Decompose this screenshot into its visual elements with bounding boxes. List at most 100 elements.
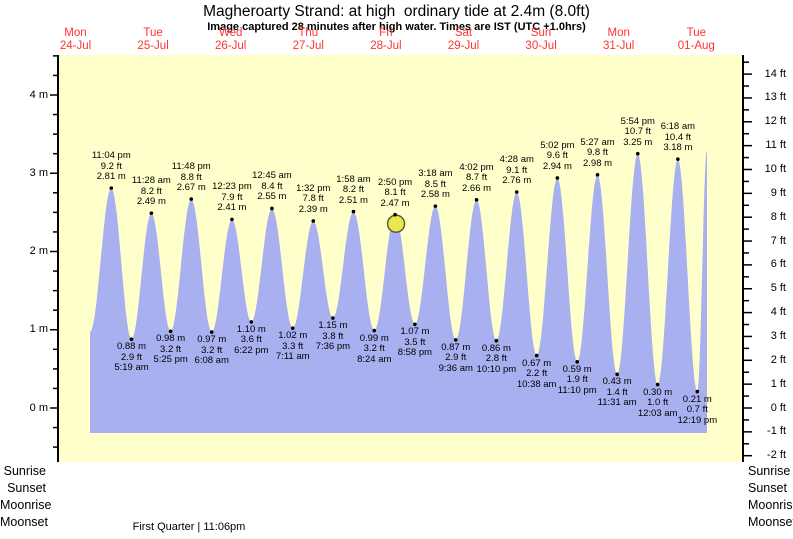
y-tick-label-ft: 0 ft xyxy=(770,401,786,414)
y-tick-label-ft: -2 ft xyxy=(767,449,786,462)
y-tick-label-ft: 3 ft xyxy=(770,329,786,342)
tide-point-dot xyxy=(209,330,214,334)
tide-high-annotation: 6:18 am 10.4 ft 3.18 m xyxy=(660,121,696,154)
tide-low-annotation: 0.59 m 1.9 ft 11:10 pm xyxy=(557,363,597,396)
day-label: Fri 28-Jul xyxy=(370,27,402,52)
y-tick-label-ft: 8 ft xyxy=(770,210,786,223)
y-tick-label-ft: 4 ft xyxy=(770,306,786,319)
tide-low-annotation: 1.15 m 3.8 ft 7:36 pm xyxy=(315,320,351,352)
y-tick-label-ft: 13 ft xyxy=(764,91,786,104)
tide-high-annotation: 12:23 pm 7.9 ft 2.41 m xyxy=(212,181,252,214)
tide-point-dot xyxy=(514,190,519,194)
tide-point-dot xyxy=(635,151,640,156)
tide-point-dot xyxy=(453,338,458,342)
astro-label-sunset: Sunset xyxy=(748,481,787,495)
tide-point-dot xyxy=(695,389,700,394)
tide-point-dot xyxy=(372,328,377,333)
y-tick-label-ft: 10 ft xyxy=(764,162,786,175)
tide-point-dot xyxy=(676,157,680,161)
tide-high-annotation: 5:54 pm 10.7 ft 3.25 m xyxy=(620,115,655,148)
tide-low-annotation: 0.86 m 2.8 ft 10:10 pm xyxy=(476,342,517,375)
astro-label-sunrise: Sunrise xyxy=(748,464,791,478)
tide-high-annotation: 3:18 am 8.5 ft 2.58 m xyxy=(418,168,453,201)
tide-high-annotation: 4:28 am 9.1 ft 2.76 m xyxy=(499,154,534,187)
tide-point-dot xyxy=(230,217,234,222)
tide-low-annotation: 0.97 m 3.2 ft 6:08 am xyxy=(194,334,229,367)
tide-point-dot xyxy=(433,204,438,208)
tide-low-annotation: 0.21 m 0.7 ft 12:19 pm xyxy=(677,393,718,426)
chart-title: Magheroarty Strand: at high ordinary tid… xyxy=(203,3,590,20)
tide-high-annotation: 11:48 pm 8.8 ft 2.67 m xyxy=(171,161,211,194)
moon-phase-info: First Quarter | 11:06pm xyxy=(132,521,246,533)
day-label: Tue 25-Jul xyxy=(137,27,169,52)
astro-label-moonset: Moonset xyxy=(0,515,48,529)
y-tick-label-m: 0 m xyxy=(29,401,48,414)
y-tick-label-ft: -1 ft xyxy=(767,425,786,438)
astro-label-moonrise: Moonrise xyxy=(748,498,793,512)
tide-point-dot xyxy=(595,173,600,177)
astro-label-moonset: Moonset xyxy=(748,515,793,529)
y-tick-label-m: 1 m xyxy=(29,323,48,336)
tide-low-annotation: 1.10 m 3.6 ft 6:22 pm xyxy=(234,323,269,356)
astro-labels-left: Sunrise Sunset Moonrise Moonset xyxy=(0,463,52,531)
astro-label-sunrise: Sunrise xyxy=(3,464,46,478)
tide-high-annotation: 4:02 pm 8.7 ft 2.66 m xyxy=(459,161,494,194)
tide-point-dot xyxy=(474,198,479,202)
y-tick-label-ft: 5 ft xyxy=(770,282,786,295)
y-tick-label-ft: 7 ft xyxy=(770,234,786,247)
tide-point-dot xyxy=(270,206,274,211)
y-tick-label-ft: 2 ft xyxy=(770,353,786,366)
y-tick-label-ft: 9 ft xyxy=(770,186,786,199)
day-label: Wed 26-Jul xyxy=(215,27,247,52)
astro-labels-right: Sunrise Sunset Moonrise Moonset xyxy=(748,463,793,531)
tide-point-dot xyxy=(351,209,356,214)
tide-high-annotation: 1:58 am 8.2 ft 2.51 m xyxy=(336,173,371,206)
y-tick-label-ft: 14 ft xyxy=(764,67,786,80)
tide-point-dot xyxy=(311,219,316,223)
y-tick-label-m: 4 m xyxy=(29,88,48,101)
tide-point-dot xyxy=(129,337,134,341)
tide-low-annotation: 0.88 m 2.9 ft 5:19 am xyxy=(114,341,149,374)
y-tick-label-m: 3 m xyxy=(29,166,48,179)
tide-point-dot xyxy=(393,212,397,217)
day-label: Sat 29-Jul xyxy=(447,27,480,52)
tide-low-annotation: 1.07 m 3.5 ft 8:58 pm xyxy=(397,326,433,359)
tide-point-dot xyxy=(494,338,499,343)
tide-point-dot xyxy=(290,326,295,330)
tide-low-annotation: 0.43 m 1.4 ft 11:31 am xyxy=(597,376,637,409)
tide-point-dot xyxy=(615,372,619,377)
day-label: Mon 24-Jul xyxy=(59,27,92,52)
tide-low-annotation: 0.67 m 2.2 ft 10:38 am xyxy=(516,357,557,390)
tide-point-dot xyxy=(189,197,194,201)
tide-point-dot xyxy=(249,320,254,324)
tide-point-dot xyxy=(534,353,539,358)
tide-high-annotation: 11:28 am 8.2 ft 2.49 m xyxy=(131,175,171,208)
tide-high-annotation: 5:02 pm 9.6 ft 2.94 m xyxy=(540,139,575,172)
tide-point-dot xyxy=(555,176,560,180)
tide-low-annotation: 0.98 m 3.2 ft 5:25 pm xyxy=(153,333,188,366)
day-label: Tue 01-Aug xyxy=(677,27,715,52)
y-tick-label-ft: 12 ft xyxy=(764,115,786,128)
tide-low-annotation: 0.87 m 2.9 ft 9:36 am xyxy=(438,341,473,374)
tide-low-annotation: 0.99 m 3.2 ft 8:24 am xyxy=(357,332,392,365)
tide-low-annotation: 1.02 m 3.3 ft 7:11 am xyxy=(275,330,310,363)
tide-point-dot xyxy=(149,211,154,215)
chart-subtitle: Image captured 28 minutes after high wat… xyxy=(207,21,586,33)
tide-point-dot xyxy=(168,329,173,334)
tide-point-dot xyxy=(331,316,335,320)
tide-high-annotation: 11:04 pm 9.2 ft 2.81 m xyxy=(91,150,131,183)
day-label: Sun 30-Jul xyxy=(525,27,557,52)
tide-high-annotation: 1:32 pm 7.8 ft 2.39 m xyxy=(296,182,331,215)
tide-point-dot xyxy=(575,360,580,364)
tide-point-dot xyxy=(413,322,417,327)
astro-label-moonrise: Moonrise xyxy=(0,498,52,512)
tide-high-annotation: 5:27 am 9.8 ft 2.98 m xyxy=(580,136,615,169)
day-label: Mon 31-Jul xyxy=(603,27,635,52)
tide-curve-area xyxy=(90,149,707,434)
tide-point-dot xyxy=(109,186,114,190)
y-tick-label-m: 2 m xyxy=(29,245,48,257)
tide-high-annotation: 12:45 am 8.4 ft 2.55 m xyxy=(252,170,292,203)
tide-point-dot xyxy=(655,382,660,387)
